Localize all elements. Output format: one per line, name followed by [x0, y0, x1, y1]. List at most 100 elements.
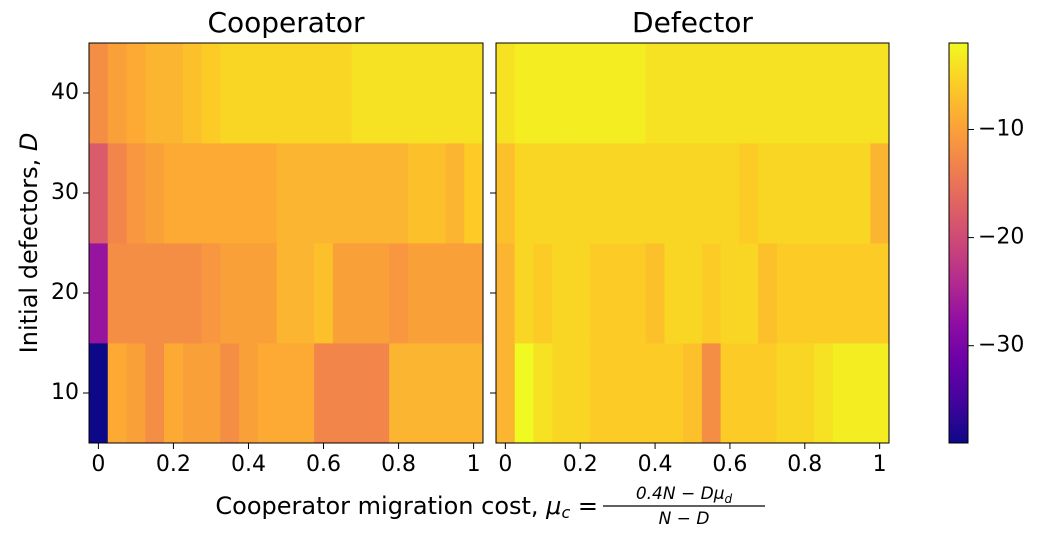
heatmap-cell	[182, 43, 202, 144]
panel-frame	[495, 42, 890, 444]
heatmap-cell	[107, 143, 127, 244]
heatmap-cell	[645, 43, 665, 144]
heatmap-cell	[664, 343, 684, 444]
y-tick-label: 20	[51, 280, 79, 305]
heatmap-cell	[776, 243, 796, 344]
heatmap-cell	[870, 143, 890, 244]
heatmap-cell	[351, 343, 371, 444]
colorbar	[948, 42, 969, 444]
heatmap-cell	[295, 343, 315, 444]
heatmap-cell	[445, 243, 465, 344]
heatmap-cell	[351, 43, 371, 144]
heatmap-cell	[552, 43, 572, 144]
x-tick-label: 1	[467, 452, 481, 477]
heatmap-cell	[627, 343, 647, 444]
heatmap-cell	[720, 343, 740, 444]
y-tick-label: 10	[51, 380, 79, 405]
y-axis-label: Initial defectors, D	[15, 133, 43, 354]
heatmap-cell	[683, 243, 703, 344]
heatmap-cell	[552, 143, 572, 244]
heatmap-cell	[332, 43, 353, 144]
heatmap-cell	[758, 43, 778, 144]
heatmap-cell	[664, 243, 684, 344]
x-label-eq: =	[570, 492, 598, 520]
heatmap-cell	[164, 43, 184, 144]
heatmap-cell	[514, 343, 534, 444]
x-axis-label: Cooperator migration cost, μc =	[215, 492, 598, 522]
heatmap-cell	[683, 43, 703, 144]
heatmap-cell	[220, 143, 240, 244]
colorbar-tick-label: −30	[978, 333, 1024, 358]
heatmap-cell	[464, 243, 484, 344]
heatmap-cell	[645, 143, 665, 244]
x-tick-label: 0	[91, 452, 105, 477]
x-tick-label: 0	[498, 452, 512, 477]
heatmap-cell	[739, 43, 759, 144]
heatmap-cell	[627, 243, 647, 344]
heatmap-cell	[552, 243, 572, 344]
heatmap-cell	[851, 343, 871, 444]
heatmap-cell	[332, 343, 353, 444]
heatmap-cell	[832, 43, 852, 144]
x-tick-label: 0.6	[712, 452, 747, 477]
heatmap-cell	[314, 43, 334, 144]
heatmap-cell	[795, 143, 815, 244]
heatmap-cell	[107, 43, 127, 144]
heatmap-cell	[851, 243, 871, 344]
heatmap-cell	[426, 243, 446, 344]
heatmap-cell	[832, 243, 852, 344]
heatmap-cell	[533, 343, 553, 444]
heatmap-cell	[182, 243, 202, 344]
heatmap-cell	[570, 343, 590, 444]
heatmap-cell	[389, 243, 409, 344]
heatmap-cell	[89, 143, 109, 244]
heatmap-cell	[758, 343, 778, 444]
heatmap-cell	[814, 243, 834, 344]
heatmap-cell	[295, 243, 315, 344]
heatmap-cell	[589, 243, 609, 344]
heatmap-cell	[683, 143, 703, 244]
heatmap-cell	[720, 43, 740, 144]
heatmap-cell	[276, 43, 296, 144]
heatmap-cell	[608, 343, 628, 444]
heatmap-cell	[608, 43, 628, 144]
heatmap-cell	[570, 43, 590, 144]
heatmap-cell	[107, 343, 127, 444]
heatmap-cell	[701, 143, 721, 244]
heatmap-cell	[239, 243, 259, 344]
panel-frame	[88, 42, 484, 444]
heatmap-cell	[832, 143, 852, 244]
heatmap-cell	[533, 43, 553, 144]
heatmap-cell	[126, 143, 146, 244]
heatmap-cell	[370, 43, 390, 144]
heatmap-cell	[514, 243, 534, 344]
heatmap-cell	[295, 143, 315, 244]
heatmap-cell	[589, 343, 609, 444]
heatmap-cell	[239, 343, 259, 444]
heatmap-cell	[332, 143, 353, 244]
heatmap-cell	[870, 343, 890, 444]
heatmap-cell	[496, 143, 516, 244]
heatmap-cell	[201, 143, 221, 244]
heatmap-cell	[445, 43, 465, 144]
heatmap-cell	[220, 343, 240, 444]
heatmap-cell	[201, 343, 221, 444]
heatmap-cell	[701, 243, 721, 344]
x-tick-label: 1	[873, 452, 887, 477]
heatmap-cell	[257, 243, 278, 344]
heatmap-cell	[145, 343, 165, 444]
heatmap-cell	[870, 43, 890, 144]
heatmap-cell	[276, 243, 296, 344]
heatmap-cell	[257, 43, 278, 144]
x-tick-label: 0.6	[306, 452, 341, 477]
heatmap-cell	[276, 343, 296, 444]
heatmap-cell	[608, 243, 628, 344]
heatmap-cell	[257, 143, 278, 244]
x-tick-label: 0.2	[563, 452, 598, 477]
panel-title: Cooperator	[207, 6, 365, 39]
heatmap-cell	[627, 143, 647, 244]
heatmap-cell	[201, 243, 221, 344]
x-label-num-text: 0.4N − Dμ	[636, 484, 725, 504]
heatmap-cell	[533, 243, 553, 344]
heatmap-cell	[776, 343, 796, 444]
